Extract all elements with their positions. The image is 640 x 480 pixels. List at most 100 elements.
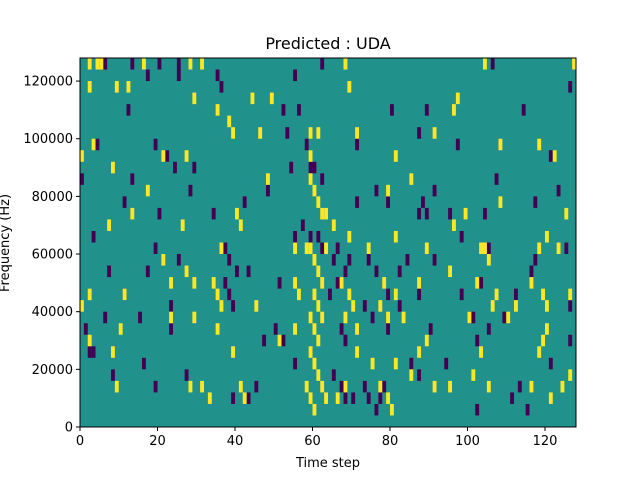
- high-value-cell: [486, 380, 491, 393]
- high-value-cell: [564, 207, 569, 220]
- high-value-cell: [161, 150, 166, 162]
- low-value-cell: [293, 357, 298, 370]
- high-value-cell: [483, 58, 487, 70]
- low-value-cell: [80, 173, 84, 185]
- low-value-cell: [103, 58, 108, 70]
- low-value-cell: [517, 380, 522, 393]
- high-value-cell: [560, 380, 565, 393]
- low-value-cell: [556, 184, 561, 197]
- low-value-cell: [382, 380, 387, 393]
- x-tick-label: 80: [382, 434, 399, 449]
- high-value-cell: [87, 81, 92, 93]
- low-value-cell: [157, 58, 162, 70]
- low-value-cell: [335, 277, 340, 289]
- high-value-cell: [312, 323, 317, 335]
- y-tick-label: 0: [65, 421, 73, 436]
- high-value-cell: [452, 219, 456, 231]
- low-value-cell: [142, 357, 146, 370]
- low-value-cell: [169, 300, 174, 312]
- low-value-cell: [331, 254, 336, 266]
- low-value-cell: [417, 369, 422, 381]
- low-value-cell: [169, 323, 174, 335]
- low-value-cell: [355, 196, 360, 208]
- low-value-cell: [421, 196, 425, 208]
- x-tick-label: 60: [304, 434, 321, 449]
- high-value-cell: [130, 207, 135, 220]
- low-value-cell: [91, 230, 96, 243]
- low-value-cell: [157, 207, 162, 220]
- high-value-cell: [235, 207, 239, 220]
- high-value-cell: [506, 311, 511, 324]
- high-value-cell: [343, 380, 348, 393]
- high-value-cell: [107, 219, 112, 231]
- high-value-cell: [541, 288, 546, 301]
- low-value-cell: [471, 311, 476, 324]
- high-value-cell: [424, 334, 429, 347]
- low-value-cell: [432, 184, 437, 197]
- high-value-cell: [475, 277, 480, 289]
- high-value-cell: [347, 288, 352, 301]
- high-value-cell: [277, 334, 282, 347]
- low-value-cell: [266, 184, 270, 197]
- low-value-cell: [308, 230, 313, 243]
- low-value-cell: [362, 300, 367, 312]
- low-value-cell: [304, 138, 309, 151]
- high-value-cell: [215, 323, 220, 335]
- low-value-cell: [448, 207, 453, 220]
- high-value-cell: [184, 150, 189, 162]
- low-value-cell: [564, 242, 569, 255]
- y-tick-label: 40000: [32, 305, 73, 320]
- high-value-cell: [87, 334, 92, 347]
- high-value-cell: [386, 311, 391, 324]
- high-value-cell: [537, 346, 542, 358]
- low-value-cell: [246, 392, 251, 404]
- low-value-cell: [479, 277, 484, 289]
- low-value-cell: [300, 219, 305, 231]
- high-value-cell: [215, 104, 220, 116]
- low-value-cell: [223, 242, 228, 255]
- high-value-cell: [308, 392, 313, 404]
- low-value-cell: [514, 288, 518, 301]
- high-value-cell: [254, 300, 259, 312]
- high-value-cell: [556, 242, 561, 255]
- low-value-cell: [215, 69, 220, 82]
- high-value-cell: [293, 277, 298, 289]
- high-value-cell: [393, 150, 398, 162]
- low-value-cell: [308, 161, 313, 174]
- high-value-cell: [308, 127, 313, 139]
- low-value-cell: [320, 58, 325, 70]
- high-value-cell: [192, 92, 197, 105]
- low-value-cell: [428, 323, 433, 335]
- low-value-cell: [165, 150, 170, 162]
- low-value-cell: [153, 380, 158, 393]
- x-tick-label: 0: [76, 434, 84, 449]
- low-value-cell: [548, 150, 553, 162]
- heatmap-cells: [80, 58, 577, 416]
- high-value-cell: [211, 277, 216, 289]
- low-value-cell: [339, 323, 344, 335]
- high-value-cell: [87, 288, 92, 301]
- high-value-cell: [498, 196, 503, 208]
- low-value-cell: [475, 403, 480, 416]
- low-value-cell: [510, 392, 515, 404]
- low-value-cell: [386, 288, 391, 301]
- high-value-cell: [87, 58, 92, 70]
- high-value-cell: [192, 311, 197, 324]
- high-value-cell: [393, 357, 398, 370]
- low-value-cell: [192, 161, 197, 174]
- high-value-cell: [382, 277, 387, 289]
- high-value-cell: [324, 242, 329, 255]
- low-value-cell: [386, 196, 391, 208]
- high-value-cell: [545, 323, 549, 335]
- low-value-cell: [254, 380, 259, 393]
- high-value-cell: [498, 138, 503, 151]
- high-value-cell: [99, 58, 104, 70]
- high-value-cell: [200, 58, 205, 70]
- low-value-cell: [409, 357, 414, 370]
- high-value-cell: [95, 58, 100, 70]
- high-value-cell: [545, 230, 549, 243]
- low-value-cell: [486, 323, 491, 335]
- high-value-cell: [324, 207, 329, 220]
- high-value-cell: [355, 127, 360, 139]
